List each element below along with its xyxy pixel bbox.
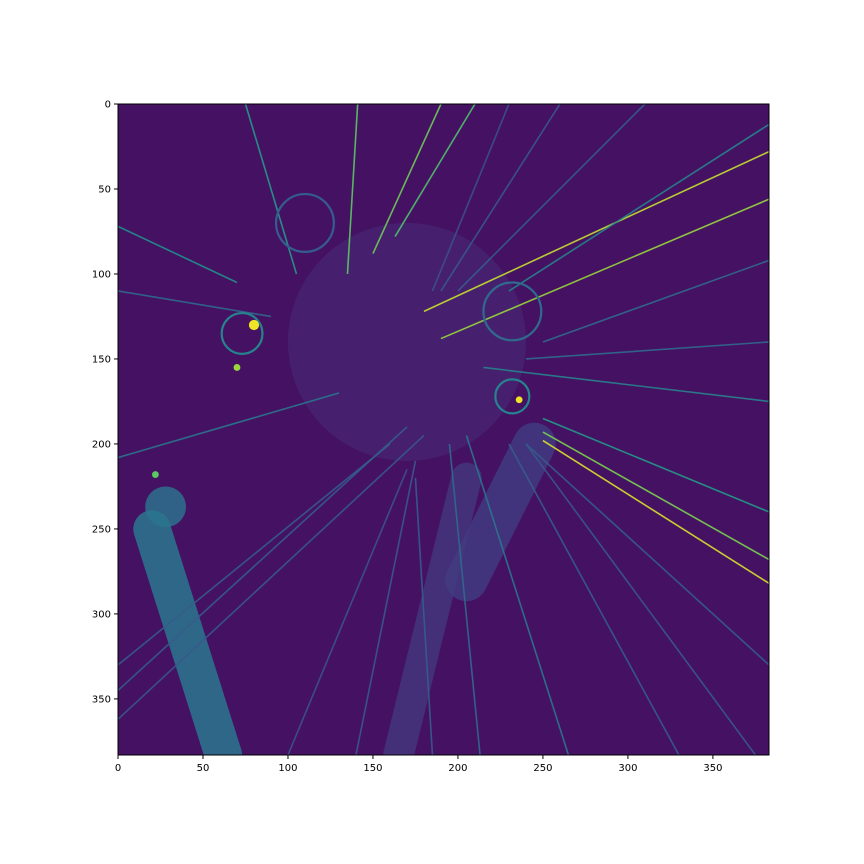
y-tick-label-7: 350 (92, 694, 111, 705)
heatmap-streak-24 (457, 104, 646, 292)
x-tick-label-6: 300 (618, 763, 637, 774)
x-tick-label-1: 50 (197, 763, 210, 774)
y-tick-label-3: 150 (92, 354, 111, 365)
y-tick-label-0: 0 (105, 100, 111, 111)
heatmap-ring-5 (220, 311, 264, 355)
heatmap-hotspot-9 (233, 364, 241, 371)
heatmap-ring-4 (482, 281, 543, 342)
y-axis: 0 50 100 150 200 250 300 350 (92, 100, 118, 705)
heatmap-hotspot-8 (515, 396, 523, 404)
x-tick-label-0: 0 (115, 763, 121, 774)
heatmap-rod-0 (133, 510, 243, 755)
heatmap-rod-2 (445, 422, 556, 602)
heatmap-streak-6 (508, 123, 769, 292)
heatmap-streak-17 (448, 443, 481, 755)
heatmap-streak-13 (118, 392, 340, 459)
heatmap-streak-16 (118, 434, 425, 720)
heatmap-rod-1 (383, 462, 482, 755)
y-tick-label-1: 50 (98, 184, 111, 195)
heatmap-streak-28 (525, 341, 769, 360)
y-tick-label-2: 100 (92, 269, 111, 280)
heatmap-streak-19 (414, 477, 434, 755)
x-axis: 0 50 100 150 200 250 300 350 (115, 755, 722, 774)
heatmap-streak-11 (542, 417, 769, 513)
heatmap-streak-29 (118, 290, 272, 318)
y-tick-label-4: 200 (92, 439, 111, 450)
heatmap-ring-6 (494, 378, 531, 415)
heatmap-streak-5 (440, 198, 769, 340)
heatmap-ring-3 (274, 192, 335, 253)
heatmap-streak-1 (346, 104, 359, 275)
x-tick-label-3: 150 (363, 763, 382, 774)
axes-frame (117, 103, 770, 756)
x-tick-label-4: 200 (448, 763, 467, 774)
y-tick-label-6: 300 (92, 609, 111, 620)
heatmap-streak-20 (355, 460, 417, 755)
heatmap-hotspot-10 (151, 471, 159, 478)
x-tick-label-5: 250 (533, 763, 552, 774)
plot-area (117, 103, 770, 756)
heatmap-streak-23 (525, 443, 757, 755)
heatmap-streak-9 (542, 439, 769, 585)
heatmap-patch-11 (145, 486, 186, 528)
heatmap-streak-7 (542, 259, 769, 343)
heatmap-streak-25 (440, 104, 561, 292)
y-tick-label-5: 250 (92, 524, 111, 535)
heatmap-hotspot-7 (248, 319, 260, 331)
heatmap-streak-15 (118, 426, 408, 692)
heatmap-image (118, 104, 769, 755)
heatmap-streak-18 (465, 435, 570, 755)
heatmap-streak-2 (372, 104, 442, 254)
heatmap-streak-14 (118, 443, 391, 666)
heatmap-streak-12 (118, 225, 238, 284)
heatmap-streak-26 (431, 104, 510, 292)
x-tick-label-7: 350 (703, 763, 722, 774)
heatmap-streak-21 (287, 469, 408, 755)
heatmap-streak-3 (394, 104, 476, 237)
heatmap-streak-4 (423, 150, 769, 313)
heatmap-streak-10 (542, 431, 769, 561)
heatmap-streak-8 (483, 366, 769, 403)
x-tick-label-2: 100 (278, 763, 297, 774)
heatmap-streak-27 (525, 443, 769, 666)
heatmap-streak-22 (508, 443, 680, 755)
